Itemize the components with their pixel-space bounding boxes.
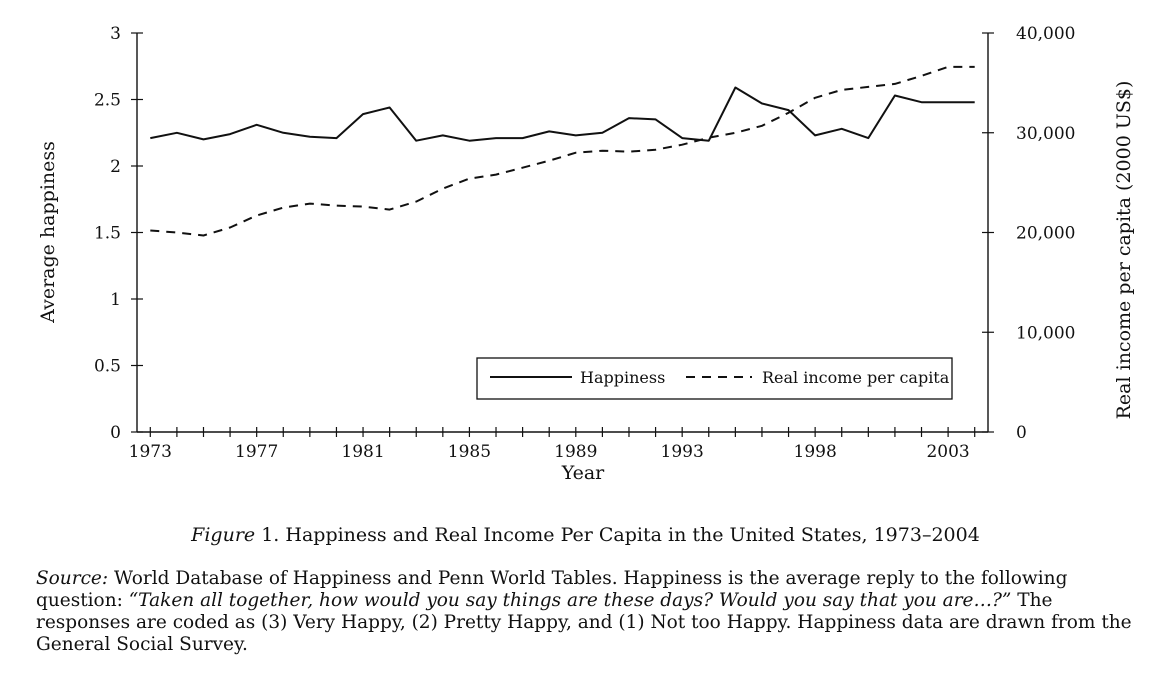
legend-label-income: Real income per capita xyxy=(762,368,950,387)
source-note: Source: World Database of Happiness and … xyxy=(36,568,1146,656)
y-left-tick-label: 2.5 xyxy=(94,91,121,111)
income-series-line xyxy=(150,65,975,237)
y-right-tick-label: 0 xyxy=(1016,423,1027,443)
y-left-tick-label: 0.5 xyxy=(94,357,121,377)
source-label: Source: xyxy=(36,568,109,589)
y-right-tick-label: 10,000 xyxy=(1016,323,1075,343)
x-tick-label: 1989 xyxy=(554,442,597,462)
x-tick-label: 1981 xyxy=(341,442,384,462)
y-right-tick-label: 40,000 xyxy=(1016,24,1075,44)
x-tick-label: 1985 xyxy=(448,442,491,462)
y-left-tick-label: 0 xyxy=(110,423,121,443)
y-right-tick-label: 20,000 xyxy=(1016,224,1075,244)
y-axis-title-right: Real income per capita (2000 US$) xyxy=(1113,81,1135,420)
axes: 1973 1977 1981 1985 1989 1993 1998 2003 0 0.5 1 1.5… xyxy=(94,24,1076,462)
x-tick-label: 1973 xyxy=(129,442,172,462)
x-axis-title: Year xyxy=(561,462,605,484)
y-left-tick-label: 2 xyxy=(110,157,121,177)
caption-text: 1. Happiness and Real Income Per Capita … xyxy=(255,524,980,546)
y-left-tick-label: 3 xyxy=(110,24,121,44)
series-layer xyxy=(150,65,975,237)
source-quote: “Taken all together, how would you say t… xyxy=(128,590,1012,611)
legend-box xyxy=(476,357,953,400)
source-text-after: The responses are coded as (3) Very Happ… xyxy=(36,590,1132,655)
y-right-tick-label: 30,000 xyxy=(1016,124,1075,144)
y-left-tick-label: 1.5 xyxy=(94,224,121,244)
y-axis-title-left: Average happiness xyxy=(37,141,59,324)
source-text-before: World Database of Happiness and Penn Wor… xyxy=(36,568,1068,611)
x-tick-label: 2003 xyxy=(926,442,969,462)
legend-label-happiness: Happiness xyxy=(580,368,665,387)
figure-caption: Figure 1. Happiness and Real Income Per … xyxy=(0,524,1171,546)
happiness-income-chart: 1973 1977 1981 1985 1989 1993 1998 2003 0 0.5 1 1.5… xyxy=(37,24,1135,484)
y-left-tick-label: 1 xyxy=(110,290,121,310)
x-tick-label: 1993 xyxy=(661,442,704,462)
legend: Happiness Real income per capita xyxy=(476,357,953,400)
caption-figure-label: Figure xyxy=(191,524,256,546)
x-tick-label: 1998 xyxy=(794,442,837,462)
happiness-series-line xyxy=(150,86,975,142)
x-tick-label: 1977 xyxy=(235,442,278,462)
